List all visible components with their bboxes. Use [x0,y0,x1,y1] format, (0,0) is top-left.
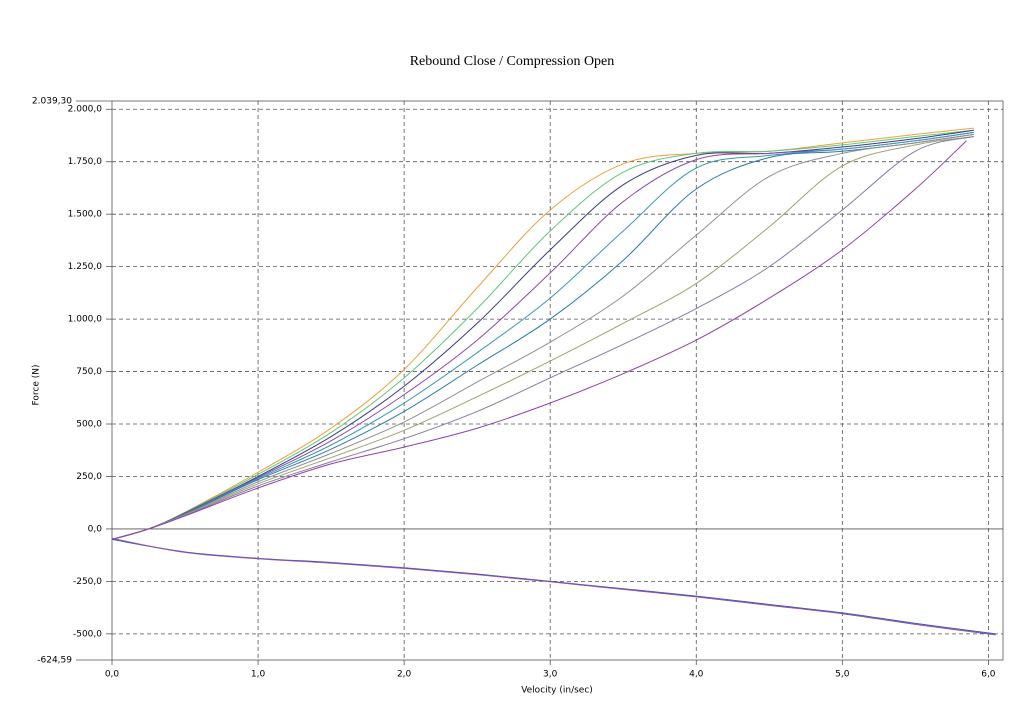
y-tick-label: 1.750,0 [68,157,103,167]
series-line [111,136,974,540]
series-line [111,538,996,635]
series-line [111,537,996,636]
series-line [111,140,967,540]
x-tick-label: 3,0 [543,670,558,680]
y-tick-label: 2.039,30 [32,97,72,107]
x-tick-label: 5,0 [835,670,850,680]
x-tick-label: 6,0 [981,670,996,680]
series-line [111,131,974,540]
series-line [111,127,974,540]
series-line [111,131,974,540]
y-tick-label: -624,59 [37,656,72,666]
y-tick-label: -500,0 [73,629,102,639]
plot-frame [111,100,1004,661]
series-line [111,136,974,540]
x-axis-label: Velocity (in/sec) [521,686,593,696]
y-axis-label: Force (N) [32,365,42,406]
series-line [111,129,974,540]
y-tick-label: -250,0 [73,577,102,587]
series-line [111,133,974,540]
y-tick-label: 500,0 [76,420,102,430]
y-tick-label: 1.500,0 [68,210,103,220]
y-tick-label: 250,0 [76,472,102,482]
x-tick-label: 1,0 [251,670,266,680]
x-tick-label: 2,0 [397,670,412,680]
y-tick-label: 2.000,0 [68,105,103,115]
x-tick-label: 4,0 [689,670,704,680]
x-tick-label: 0,0 [105,670,120,680]
series-line [111,133,974,540]
y-tick-label: 1.250,0 [68,262,103,272]
y-tick-label: 750,0 [76,367,102,377]
y-tick-label: 1.000,0 [68,315,103,325]
y-tick-label: 0,0 [88,524,103,534]
series-line [111,129,974,540]
chart-title: Rebound Close / Compression Open [410,54,615,69]
